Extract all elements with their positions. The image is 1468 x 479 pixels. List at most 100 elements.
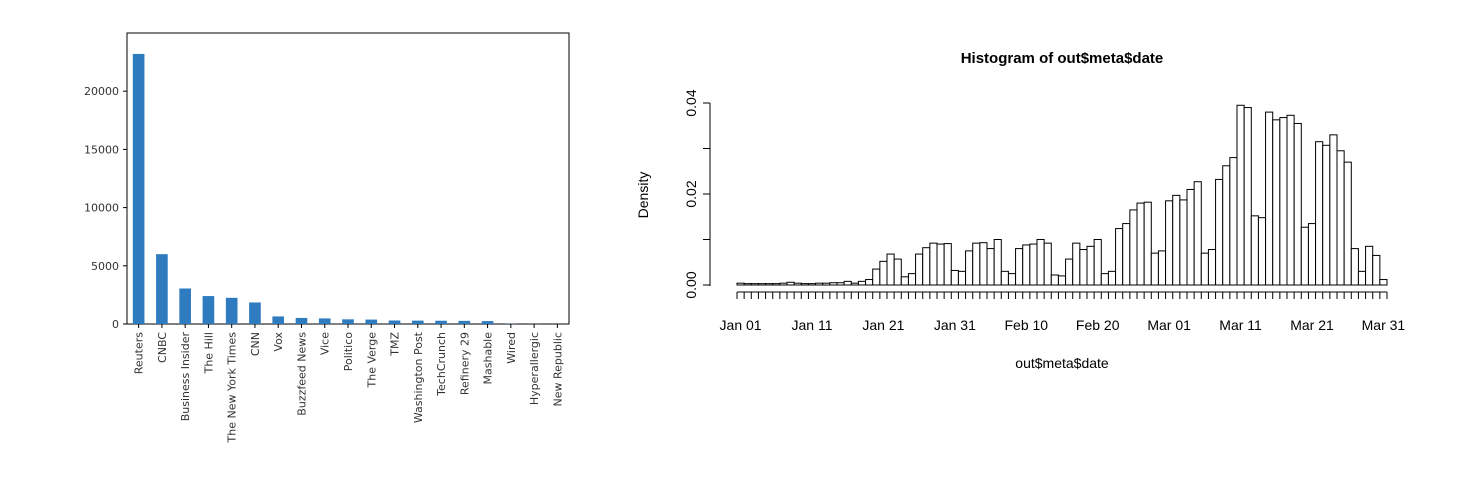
y-tick-label: 5000 xyxy=(91,260,119,273)
histogram-bin xyxy=(1036,239,1045,286)
histogram-bin xyxy=(1065,258,1074,286)
bars xyxy=(132,53,564,325)
bar xyxy=(435,320,447,324)
histogram-bin xyxy=(1200,252,1209,286)
x-tick-label: Refinery 29 xyxy=(458,332,471,395)
histogram-bin xyxy=(1072,242,1081,286)
histogram-bin xyxy=(1357,270,1367,286)
histogram-bin xyxy=(879,260,888,286)
date-density-histogram: Histogram of out$meta$date Density out$m… xyxy=(635,50,1406,371)
histogram-bin xyxy=(1079,249,1088,286)
histogram-bin xyxy=(779,282,788,286)
y-tick-label: 15000 xyxy=(84,143,119,156)
x-tick-label: Mar 21 xyxy=(1290,317,1334,333)
histogram-bin xyxy=(1172,194,1181,286)
y-axis-label: Density xyxy=(635,172,651,219)
bar xyxy=(272,316,285,324)
histogram-bin xyxy=(1279,117,1288,286)
histogram-bin xyxy=(1093,239,1102,286)
histogram-bin xyxy=(1329,134,1338,286)
x-tick-label: CNBC xyxy=(156,332,169,363)
histogram-bin xyxy=(1300,226,1309,286)
x-tick-label: TMZ xyxy=(389,332,402,357)
x-tick-label: Jan 01 xyxy=(720,317,762,333)
bar xyxy=(295,317,308,324)
x-tick-label: Feb 20 xyxy=(1076,317,1120,333)
histogram-bin xyxy=(807,283,817,286)
histogram-bin xyxy=(1229,157,1238,286)
bar xyxy=(156,254,168,324)
x-tick-label: TechCrunch xyxy=(435,332,448,397)
x-tick-label: Mashable xyxy=(482,332,495,385)
x-tick-label: Reuters xyxy=(133,332,146,374)
x-tick-label: Mar 01 xyxy=(1147,317,1191,333)
histogram-bin xyxy=(786,281,795,286)
histogram-bins xyxy=(736,104,1388,286)
histogram-bin xyxy=(1022,244,1031,286)
histogram-bin xyxy=(793,282,802,286)
histogram-bin xyxy=(1222,165,1231,286)
histogram-bin xyxy=(757,283,767,286)
bar xyxy=(481,321,494,324)
x-tick-label: Jan 11 xyxy=(792,317,833,333)
histogram-bin xyxy=(1165,200,1174,286)
x-tick-label: Vox xyxy=(272,332,285,352)
bar xyxy=(365,319,378,324)
bar xyxy=(179,288,191,324)
histogram-bin xyxy=(1107,270,1117,286)
histogram-bin xyxy=(965,250,974,286)
histogram-bin xyxy=(1236,104,1245,286)
x-tick-label: Mar 31 xyxy=(1362,317,1406,333)
chart-title: Histogram of out$meta$date xyxy=(961,50,1164,67)
bar xyxy=(411,320,424,324)
x-tick-label: CNN xyxy=(249,332,262,356)
bar xyxy=(388,320,401,324)
histogram-bin xyxy=(1115,228,1124,286)
histogram-bin xyxy=(1179,199,1188,286)
histogram-bin xyxy=(1100,273,1109,286)
histogram-bin xyxy=(1122,223,1131,286)
histogram-bin xyxy=(1157,250,1167,286)
histogram-bin xyxy=(1372,254,1381,286)
histogram-bin xyxy=(822,282,831,286)
y-tick-label: 0 xyxy=(112,318,119,331)
histogram-bin xyxy=(900,276,909,286)
histogram-bin xyxy=(943,243,952,286)
histogram-bin xyxy=(1007,273,1017,286)
y-axis-ticks: 0.00 0.02 0.04 xyxy=(683,89,710,299)
histogram-bin xyxy=(979,242,988,286)
histogram-bin xyxy=(815,282,824,286)
x-tick-label: New Republic xyxy=(551,332,564,407)
bar xyxy=(202,296,215,324)
histogram-bin xyxy=(915,253,924,286)
y-axis-ticks: 0 5000 10000 15000 20000 xyxy=(84,85,127,331)
histogram-bin xyxy=(1286,114,1295,286)
histogram-bin xyxy=(1315,141,1324,286)
histogram-bin xyxy=(1350,248,1359,286)
histogram-bin xyxy=(1057,275,1067,286)
histogram-bin xyxy=(1150,252,1159,286)
histogram-bin xyxy=(1186,188,1195,286)
histogram-bin xyxy=(1215,178,1224,286)
histogram-bin xyxy=(922,247,931,286)
histogram-bin xyxy=(836,282,845,286)
histogram-bin xyxy=(872,268,881,286)
histogram-bin xyxy=(986,248,995,286)
histogram-bin xyxy=(1365,245,1374,286)
histogram-bin xyxy=(1043,242,1052,286)
y-tick-label: 0.00 xyxy=(683,271,699,298)
histogram-bin xyxy=(1000,270,1009,286)
histogram-bin xyxy=(1336,150,1345,286)
y-tick-label: 20000 xyxy=(84,85,119,98)
x-tick-label: Hyperallergic xyxy=(528,332,541,405)
x-tick-label: Vice xyxy=(319,332,332,355)
x-tick-label: The Verge xyxy=(365,332,378,389)
x-tick-label: Jan 31 xyxy=(934,317,976,333)
y-tick-label: 0.02 xyxy=(683,180,699,207)
histogram-bin xyxy=(993,239,1002,286)
bar xyxy=(249,302,261,324)
x-tick-label: The New York Times xyxy=(226,332,239,444)
histogram-bin xyxy=(829,282,838,286)
histogram-bin xyxy=(1250,215,1259,286)
x-tick-label: Feb 10 xyxy=(1004,317,1048,333)
